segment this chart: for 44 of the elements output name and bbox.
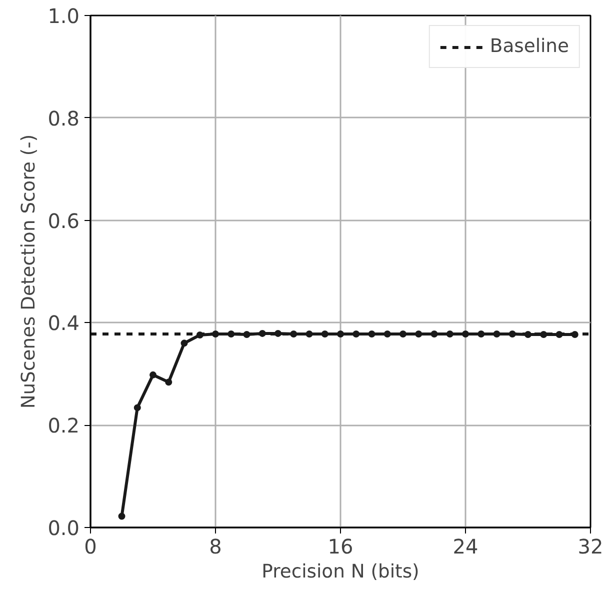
point [180, 340, 188, 347]
point [446, 330, 454, 338]
point [150, 371, 156, 378]
point [430, 330, 438, 338]
point [384, 330, 391, 338]
point [400, 330, 406, 338]
legend-label: Baseline [490, 36, 569, 57]
x-axis-title: Precision N (bits) [262, 562, 420, 582]
point [571, 330, 578, 338]
point [243, 330, 250, 338]
y-tick-label: 0.0 [48, 516, 80, 540]
point [274, 330, 282, 337]
point [368, 330, 376, 338]
x-tick-label: 32 [578, 534, 604, 558]
point [524, 330, 532, 338]
point [306, 330, 313, 338]
y-tick-label: 0.2 [48, 414, 80, 438]
point [556, 330, 563, 338]
y-tick-label: 1.0 [48, 4, 80, 28]
point [478, 330, 485, 338]
y-axis-title: NuScenes Detection Score (-) [18, 134, 40, 409]
point [462, 330, 469, 338]
point [228, 330, 235, 338]
point [118, 512, 126, 520]
point [258, 330, 266, 337]
point [196, 331, 204, 338]
y-tick-label: 0.4 [48, 311, 80, 336]
point [352, 330, 360, 338]
point [321, 330, 328, 338]
x-tick-label: 0 [84, 534, 97, 558]
y-tick-label: 0.6 [48, 208, 80, 233]
point [415, 330, 422, 338]
point [165, 378, 172, 386]
point [337, 330, 344, 338]
point [212, 330, 219, 338]
point [508, 330, 516, 338]
point [493, 330, 500, 338]
point [540, 330, 548, 338]
point [290, 330, 298, 338]
x-tick-label: 8 [209, 534, 222, 558]
y-tick-label: 0.8 [48, 106, 80, 130]
x-tick-label: 16 [328, 534, 354, 558]
point [134, 404, 141, 412]
x-tick-label: 24 [452, 534, 478, 558]
